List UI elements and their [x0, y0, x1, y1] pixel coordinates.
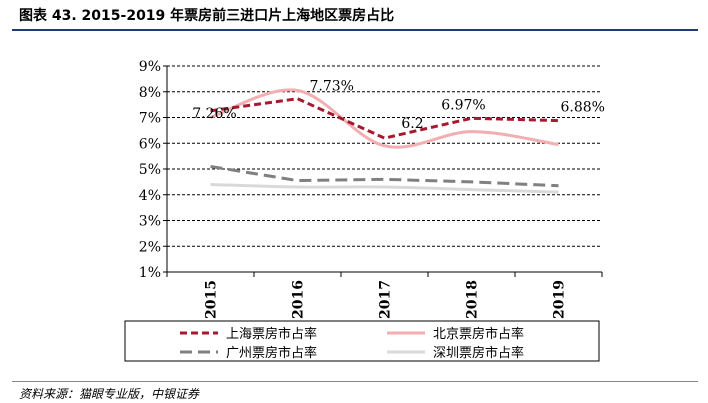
y-tick-label: 8%	[139, 85, 161, 101]
y-tick-label: 4%	[139, 188, 161, 204]
source-note: 资料来源：猫眼专业版，中银证券	[19, 387, 200, 401]
series-line-3	[210, 164, 559, 188]
x-tick-label: 2015	[204, 280, 220, 319]
y-tick-label: 9%	[139, 59, 161, 75]
data-label: 7.73%	[310, 79, 354, 95]
title-divider	[12, 29, 698, 31]
y-tick-label: 5%	[139, 162, 161, 178]
y-tick-label: 6%	[139, 136, 161, 152]
y-tick-label: 1%	[139, 265, 161, 281]
y-tick-label: 7%	[139, 111, 161, 127]
data-label: 7.26%	[192, 106, 236, 122]
series-line-4	[210, 182, 559, 194]
legend-label: 广州票房市占率	[226, 345, 317, 361]
series-line-1	[210, 97, 559, 140]
data-label: 6.88%	[561, 100, 605, 116]
legend-label: 深圳票房市占率	[433, 345, 524, 361]
data-label: 6.97%	[441, 97, 485, 113]
y-tick-label: 2%	[139, 239, 161, 255]
source-divider	[12, 381, 698, 382]
data-label: 6.2	[401, 116, 423, 132]
legend-label: 北京票房市占率	[433, 326, 524, 342]
x-tick-label: 2017	[378, 280, 394, 319]
figure-title: 图表 43. 2015-2019 年票房前三进口片上海地区票房占比	[19, 8, 395, 24]
y-tick-label: 3%	[139, 214, 161, 230]
legend-label: 上海票房市占率	[226, 326, 317, 342]
x-tick-label: 2018	[465, 280, 481, 319]
x-tick-label: 2019	[552, 280, 568, 319]
legend-box	[124, 320, 600, 362]
series-line-2	[210, 88, 559, 149]
x-tick-label: 2016	[291, 280, 307, 319]
